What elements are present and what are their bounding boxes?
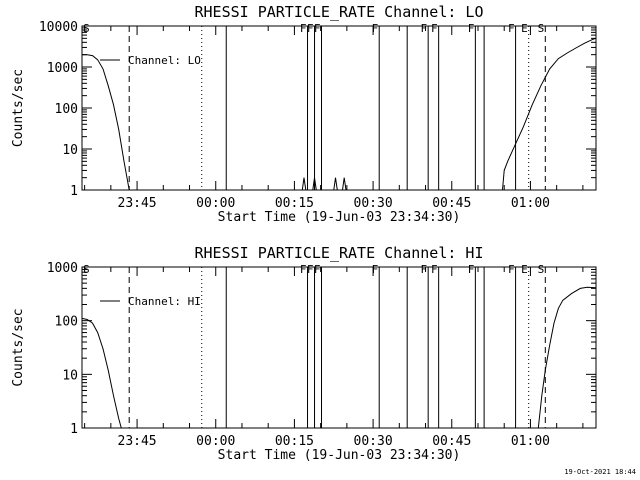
x-tick-label: 00:45 — [432, 434, 471, 449]
x-tick-label: 23:45 — [118, 434, 157, 449]
plot-timestamp: 19-Oct-2021 18:44 — [564, 468, 636, 476]
chart-panels: RHESSI PARTICLE_RATE Channel: LO Counts/s… — [11, 3, 597, 463]
y-tick-label: 10000 — [39, 20, 78, 35]
y-axis-label: Counts/sec — [11, 308, 26, 386]
x-tick-label: 00:15 — [275, 434, 314, 449]
event-flag-label: F — [372, 22, 379, 35]
y-tick-label: 100 — [55, 315, 78, 330]
x-tick-label: 00:45 — [432, 196, 471, 211]
legend-label: Channel: HI — [128, 295, 201, 308]
event-flag-label: S — [538, 263, 545, 276]
event-flag-label: F — [307, 22, 314, 35]
y-tick-label: 1 — [70, 184, 78, 199]
chart-title: RHESSI PARTICLE_RATE Channel: LO — [195, 3, 484, 21]
x-tick-label: 00:00 — [196, 434, 235, 449]
y-tick-label: 100 — [55, 102, 78, 117]
data-series-line — [81, 286, 597, 429]
event-flag-label: F — [468, 263, 475, 276]
x-axis-label: Start Time (19-Jun-03 23:34:30) — [218, 448, 461, 463]
event-flag-label: S — [538, 22, 545, 35]
y-tick-label: 10 — [62, 368, 78, 383]
x-tick-label: 23:45 — [118, 196, 157, 211]
event-flag-label: F — [314, 263, 321, 276]
x-tick-label: 00:00 — [196, 196, 235, 211]
event-flag-label: F — [508, 22, 515, 35]
event-flag-label: S — [83, 263, 90, 276]
event-flag-label: E — [521, 263, 528, 276]
event-flag-label: F — [300, 22, 307, 35]
y-axis-label: Counts/sec — [11, 69, 26, 147]
event-flag-label: F — [431, 263, 438, 276]
event-flag-label: F — [508, 263, 515, 276]
plot-frame — [81, 266, 597, 429]
event-flag-label: F — [421, 263, 428, 276]
data-series-line — [82, 37, 597, 191]
event-flag-label: F — [421, 22, 428, 35]
event-flag-label: F — [468, 22, 475, 35]
y-tick-label: 1 — [70, 422, 78, 437]
x-tick-label: 01:00 — [511, 434, 550, 449]
x-tick-label: 00:30 — [354, 434, 393, 449]
event-flag-label: S — [83, 22, 90, 35]
event-flag-label: F — [431, 22, 438, 35]
x-tick-label: 00:30 — [354, 196, 393, 211]
plot-frame — [81, 25, 597, 191]
chart-title: RHESSI PARTICLE_RATE Channel: HI — [195, 244, 484, 262]
legend-label: Channel: LO — [128, 54, 201, 67]
event-flag-label: E — [521, 22, 528, 35]
x-tick-label: 00:15 — [275, 196, 314, 211]
event-flag-label: F — [300, 263, 307, 276]
x-axis-label: Start Time (19-Jun-03 23:34:30) — [218, 210, 461, 225]
x-tick-label: 01:00 — [511, 196, 550, 211]
y-tick-label: 1000 — [47, 261, 78, 276]
y-tick-label: 10 — [62, 143, 78, 158]
event-flag-label: F — [314, 22, 321, 35]
y-tick-label: 1000 — [47, 61, 78, 76]
chart-panel-0: RHESSI PARTICLE_RATE Channel: LO Counts/s… — [11, 3, 597, 225]
chart-panel-1: RHESSI PARTICLE_RATE Channel: HI Counts/s… — [11, 244, 597, 463]
event-flag-label: F — [372, 263, 379, 276]
event-flag-label: F — [307, 263, 314, 276]
